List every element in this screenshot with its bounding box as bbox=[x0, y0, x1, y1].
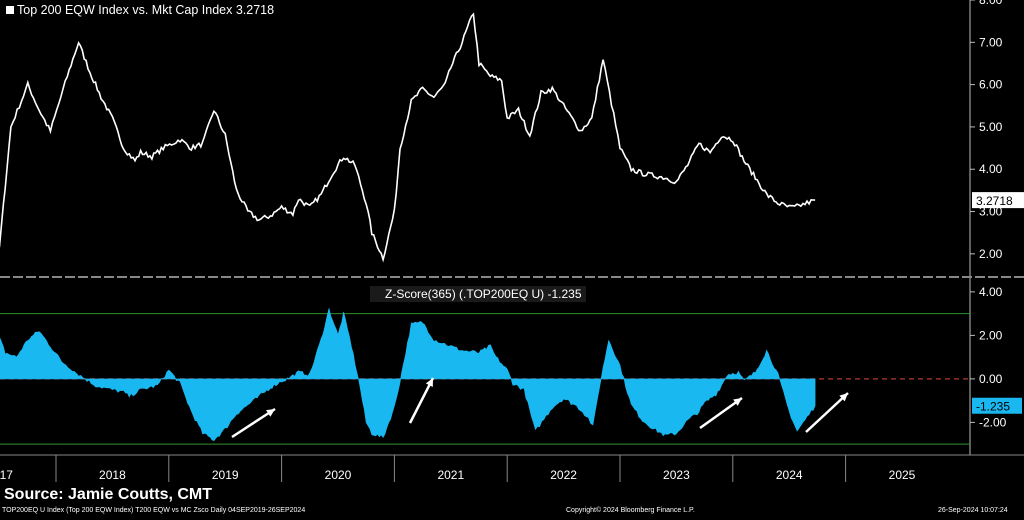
annotation-arrow-head bbox=[733, 398, 742, 406]
overlays-layer bbox=[231, 377, 849, 439]
source-credit: Source: Jamie Coutts, CMT bbox=[4, 486, 213, 503]
footer-copyright: Copyright© 2024 Bloomberg Finance L.P. bbox=[566, 507, 695, 514]
x-tick-label: 2023 bbox=[663, 468, 690, 482]
zscore-ytick-label: 0.00 bbox=[979, 372, 1003, 386]
annotation-arrow-shaft bbox=[699, 396, 743, 430]
zscore-panel-legend: Z-Score(365) (.TOP200EQ U) -1.235 bbox=[370, 286, 586, 302]
top-legend-swatch bbox=[6, 6, 14, 14]
x-tick-label: 2019 bbox=[212, 468, 239, 482]
top-ytick-label: 6.00 bbox=[979, 78, 1003, 92]
x-tick-label: 2018 bbox=[99, 468, 126, 482]
x-tick-label: 2024 bbox=[776, 468, 803, 482]
top-panel-legend: Top 200 EQW Index vs. Mkt Cap Index 3.27… bbox=[4, 3, 277, 17]
top-ytick-label: 8.00 bbox=[979, 0, 1003, 7]
top-ytick-label: 5.00 bbox=[979, 120, 1003, 134]
x-tick-label: 2020 bbox=[325, 468, 352, 482]
footer-left: TOP200EQ U Index (Top 200 EQW Index) T20… bbox=[2, 507, 306, 514]
annotation-arrow-head bbox=[425, 378, 433, 387]
top-ytick-label: 2.00 bbox=[979, 247, 1003, 261]
x-tick-label: 2022 bbox=[550, 468, 577, 482]
zscore-last-value-text: -1.235 bbox=[976, 400, 1010, 414]
top-last-value-text: 3.2718 bbox=[976, 194, 1013, 208]
top-last-value-tag bbox=[972, 192, 1024, 209]
top-legend-label: Top 200 EQW Index vs. Mkt Cap Index 3.27… bbox=[17, 3, 275, 17]
zscore-legend-label: Z-Score(365) (.TOP200EQ U) -1.235 bbox=[385, 287, 582, 301]
top-ytick-label: 7.00 bbox=[979, 35, 1003, 49]
zscore-ytick-label: 4.00 bbox=[979, 285, 1003, 299]
axes-layer: 8.007.006.005.004.003.002.004.002.000.00… bbox=[0, 0, 1024, 482]
top-series-line bbox=[0, 12, 816, 263]
x-tick-label: 2021 bbox=[437, 468, 464, 482]
annotation-arrow-shaft bbox=[805, 392, 849, 433]
annotation-arrow-head bbox=[839, 393, 848, 402]
annotation-arrow-head bbox=[266, 409, 275, 417]
annotation-arrow-shaft bbox=[231, 407, 276, 439]
zscore-area bbox=[0, 308, 816, 442]
zscore-last-value-tag bbox=[972, 397, 1022, 414]
annotation-arrow-shaft bbox=[408, 377, 435, 424]
x-tick-label: 2025 bbox=[889, 468, 916, 482]
zscore-ytick-label: -2.00 bbox=[979, 415, 1007, 429]
top-ytick-label: 4.00 bbox=[979, 162, 1003, 176]
zscore-legend-swatch bbox=[374, 290, 382, 298]
zscore-ytick-label: 2.00 bbox=[979, 328, 1003, 342]
footer-timestamp: 26-Sep-2024 10:07:24 bbox=[938, 507, 1008, 514]
x-tick-label: 2017 bbox=[0, 468, 13, 482]
marks-layer: 3.2718 -1.235 bbox=[0, 12, 1024, 442]
